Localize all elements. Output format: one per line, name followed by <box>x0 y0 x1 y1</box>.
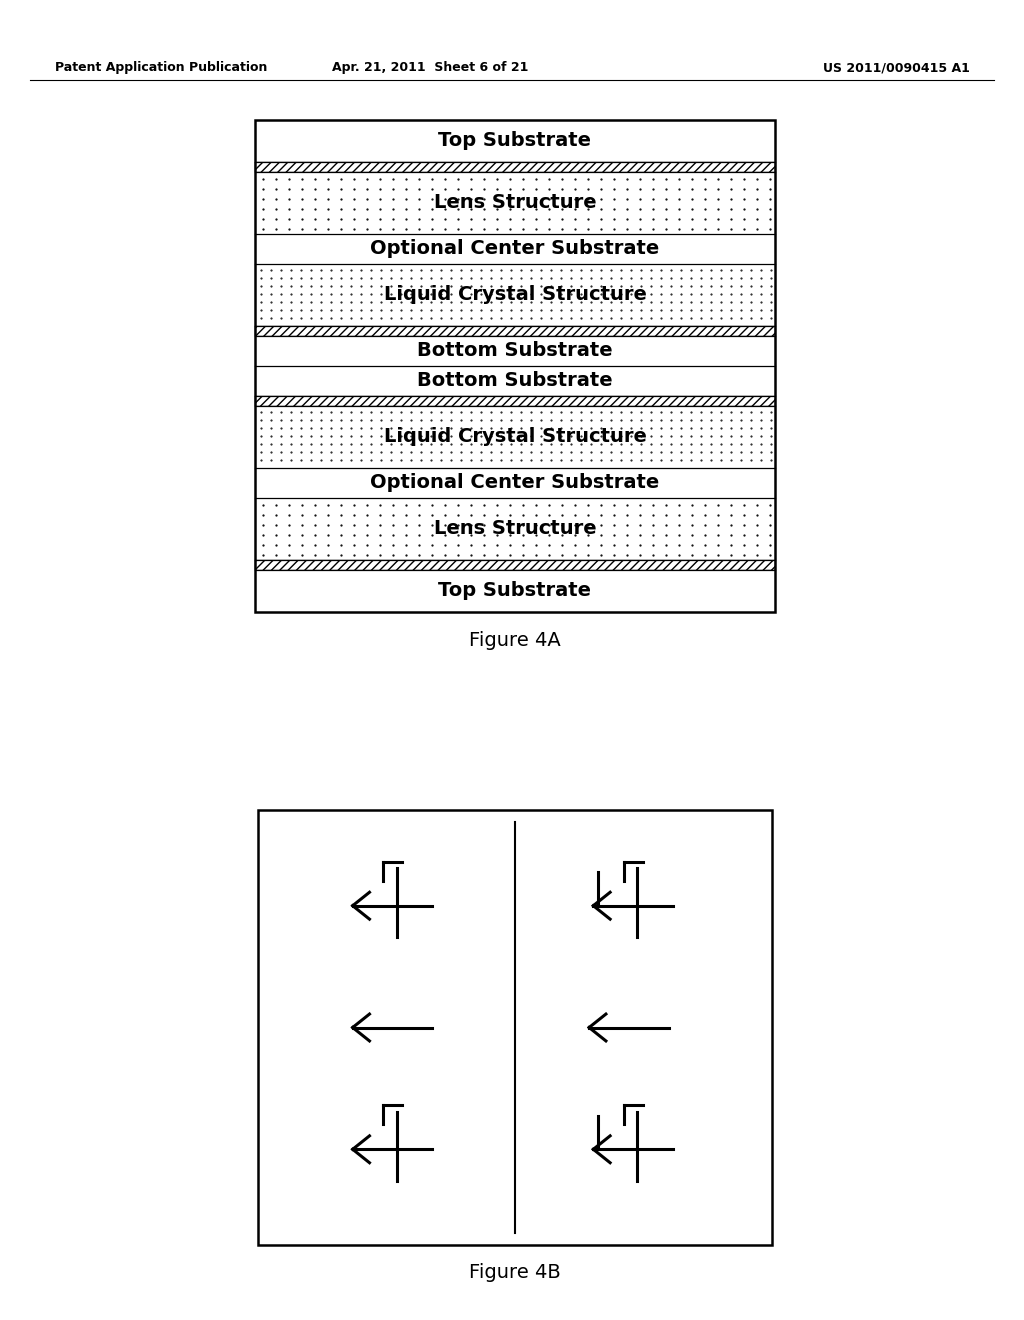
Text: Patent Application Publication: Patent Application Publication <box>55 62 267 74</box>
Text: Top Substrate: Top Substrate <box>438 132 592 150</box>
Text: Liquid Crystal Structure: Liquid Crystal Structure <box>384 285 646 305</box>
Text: Figure 4B: Figure 4B <box>469 1263 561 1283</box>
Bar <box>255 366 775 396</box>
Bar <box>255 570 775 612</box>
Bar <box>255 326 775 337</box>
Bar <box>255 162 775 172</box>
Text: Liquid Crystal Structure: Liquid Crystal Structure <box>384 428 646 446</box>
Bar <box>255 469 775 498</box>
Text: Optional Center Substrate: Optional Center Substrate <box>371 239 659 259</box>
Text: Figure 4A: Figure 4A <box>469 631 561 649</box>
Bar <box>255 120 775 162</box>
Text: Lens Structure: Lens Structure <box>434 194 596 213</box>
Bar <box>255 172 775 234</box>
Bar <box>255 234 775 264</box>
Text: Bottom Substrate: Bottom Substrate <box>417 342 612 360</box>
Text: Lens Structure: Lens Structure <box>434 520 596 539</box>
Bar <box>255 396 775 407</box>
Bar <box>255 498 775 560</box>
Bar <box>255 264 775 326</box>
Text: Bottom Substrate: Bottom Substrate <box>417 371 612 391</box>
Text: Apr. 21, 2011  Sheet 6 of 21: Apr. 21, 2011 Sheet 6 of 21 <box>332 62 528 74</box>
Bar <box>255 560 775 570</box>
Bar <box>255 326 775 337</box>
Bar <box>255 396 775 407</box>
Text: US 2011/0090415 A1: US 2011/0090415 A1 <box>823 62 970 74</box>
Bar <box>255 162 775 172</box>
Text: Optional Center Substrate: Optional Center Substrate <box>371 474 659 492</box>
Bar <box>258 810 772 1245</box>
Bar <box>255 560 775 570</box>
Bar <box>255 120 775 612</box>
Bar <box>255 337 775 366</box>
Text: Top Substrate: Top Substrate <box>438 582 592 601</box>
Bar <box>255 407 775 469</box>
